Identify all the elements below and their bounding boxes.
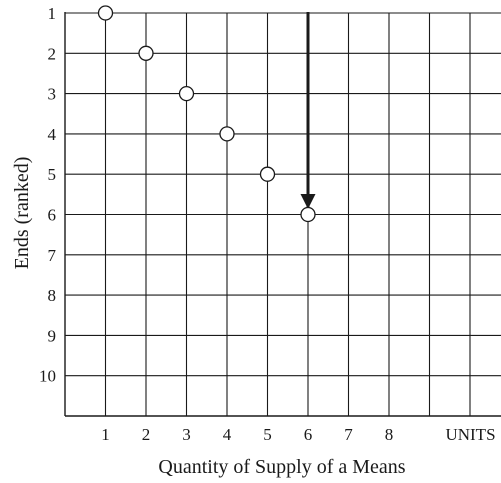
y-tick-label: 1 [48,4,57,23]
y-tick-label: 4 [48,125,57,144]
data-point [300,206,316,223]
data-point [219,126,235,142]
y-tick-label: 9 [48,326,57,345]
x-axis-title: Quantity of Supply of a Means [158,456,405,478]
y-tick-label: 8 [48,286,57,305]
y-tick-label: 7 [48,246,57,265]
y-axis-title: Ends (ranked) [11,157,33,270]
x-tick-label: 2 [142,425,151,444]
x-tick-label: 8 [385,425,394,444]
x-tick-label: 1 [101,425,110,444]
y-tick-label: 10 [39,367,56,386]
y-tick-label: 3 [48,85,57,104]
y-tick-label: 2 [48,44,57,63]
data-point [138,45,154,61]
x-tick-label: 7 [344,425,353,444]
y-tick-label: 5 [48,165,57,184]
x-tick-label: 4 [223,425,232,444]
data-point [259,166,276,182]
x-tick-label: 6 [304,425,313,444]
data-point [97,5,114,21]
y-tick-label: 6 [48,206,57,225]
x-tick-label: UNITS [445,425,495,444]
x-tick-label: 3 [182,425,191,444]
plot-area: 1 2 3 4 5 6 7 8 9 10 1 2 3 4 5 6 7 8 UNITS [39,4,501,444]
x-tick-label: 5 [263,425,272,444]
data-point [178,85,195,102]
